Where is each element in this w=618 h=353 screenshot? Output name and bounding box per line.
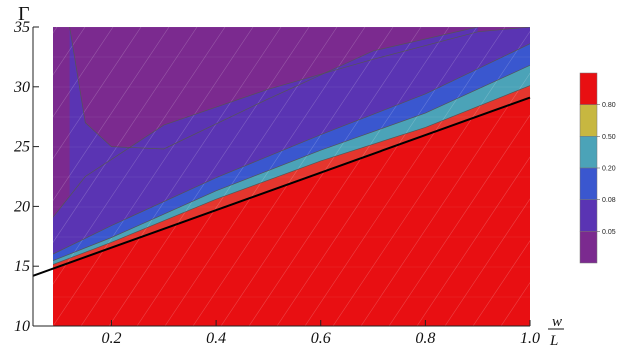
x-axis-label-denominator: L xyxy=(549,333,558,349)
y-tick-label: 30 xyxy=(13,79,30,96)
contour-band-0.8 xyxy=(53,85,530,269)
legend-swatch xyxy=(579,136,598,169)
contour-line-0.05 xyxy=(69,27,478,150)
legend-label: 0.20 xyxy=(602,166,616,173)
mesh-line xyxy=(0,27,29,326)
mesh-line xyxy=(53,27,114,118)
mesh-line xyxy=(220,27,422,326)
mesh-line xyxy=(416,156,530,326)
legend-swatch xyxy=(579,72,598,105)
x-tick-label: 0.6 xyxy=(311,330,331,347)
mesh-line xyxy=(80,27,282,326)
color-legend: 0.80 0.50 0.20 0.08 0.05 xyxy=(579,72,616,264)
legend-label: 0.80 xyxy=(602,102,616,109)
y-tick-label: 15 xyxy=(14,258,30,275)
y-tick-label: 35 xyxy=(13,19,30,36)
y-tick-label: 25 xyxy=(14,139,30,156)
legend-label: 0.08 xyxy=(602,197,616,204)
tick-marks xyxy=(33,26,531,327)
legend-label: 0.50 xyxy=(602,134,616,141)
mesh-line xyxy=(53,27,170,201)
mesh-line xyxy=(360,72,530,326)
mesh-line xyxy=(164,27,366,326)
contour-regions xyxy=(53,27,530,326)
mesh-line xyxy=(53,27,198,243)
mesh-line xyxy=(136,27,338,326)
x-tick-label: 0.4 xyxy=(206,330,226,347)
contour-line-0.8 xyxy=(53,85,530,265)
mesh-overlay xyxy=(0,27,618,326)
y-axis-label: Γ xyxy=(18,3,30,25)
contour-line-0.08 xyxy=(53,27,530,218)
mesh-line xyxy=(304,27,506,326)
mesh-line xyxy=(248,27,450,326)
mesh-line xyxy=(53,27,58,34)
tick-labels: 0.2 0.4 0.6 0.8 1.0 10 15 20 25 30 35 xyxy=(13,19,540,347)
region-above-0.80 xyxy=(53,97,530,326)
x-axis-label-numerator: w xyxy=(552,314,562,330)
boundary-line xyxy=(32,96,531,277)
x-tick-label: 1.0 xyxy=(520,330,540,347)
mesh-line xyxy=(613,27,618,326)
contour-line-0.2 xyxy=(53,43,530,255)
contour-lines xyxy=(53,27,530,265)
legend-label: 0.05 xyxy=(602,229,616,236)
mesh-line xyxy=(53,27,142,160)
mesh-line xyxy=(276,27,478,326)
y-tick-label: 10 xyxy=(14,318,30,335)
x-tick-label: 0.8 xyxy=(415,330,435,347)
legend-swatch xyxy=(579,199,598,232)
mesh-line xyxy=(192,27,394,326)
legend-swatch xyxy=(579,231,598,264)
axes xyxy=(32,27,530,327)
mesh-line xyxy=(108,27,310,326)
x-tick-label: 0.2 xyxy=(101,330,121,347)
mesh-line xyxy=(472,240,530,326)
mesh-line xyxy=(528,323,530,326)
contour-line-0.5 xyxy=(53,64,530,262)
mesh-line xyxy=(53,27,226,285)
mesh-line xyxy=(53,27,254,326)
y-tick-label: 20 xyxy=(14,198,30,215)
legend-swatch xyxy=(579,167,598,200)
mesh-line xyxy=(0,27,1,326)
mesh-line xyxy=(332,30,530,326)
mesh-line xyxy=(444,198,530,326)
legend-swatch xyxy=(579,104,598,137)
mesh-line xyxy=(388,114,530,326)
